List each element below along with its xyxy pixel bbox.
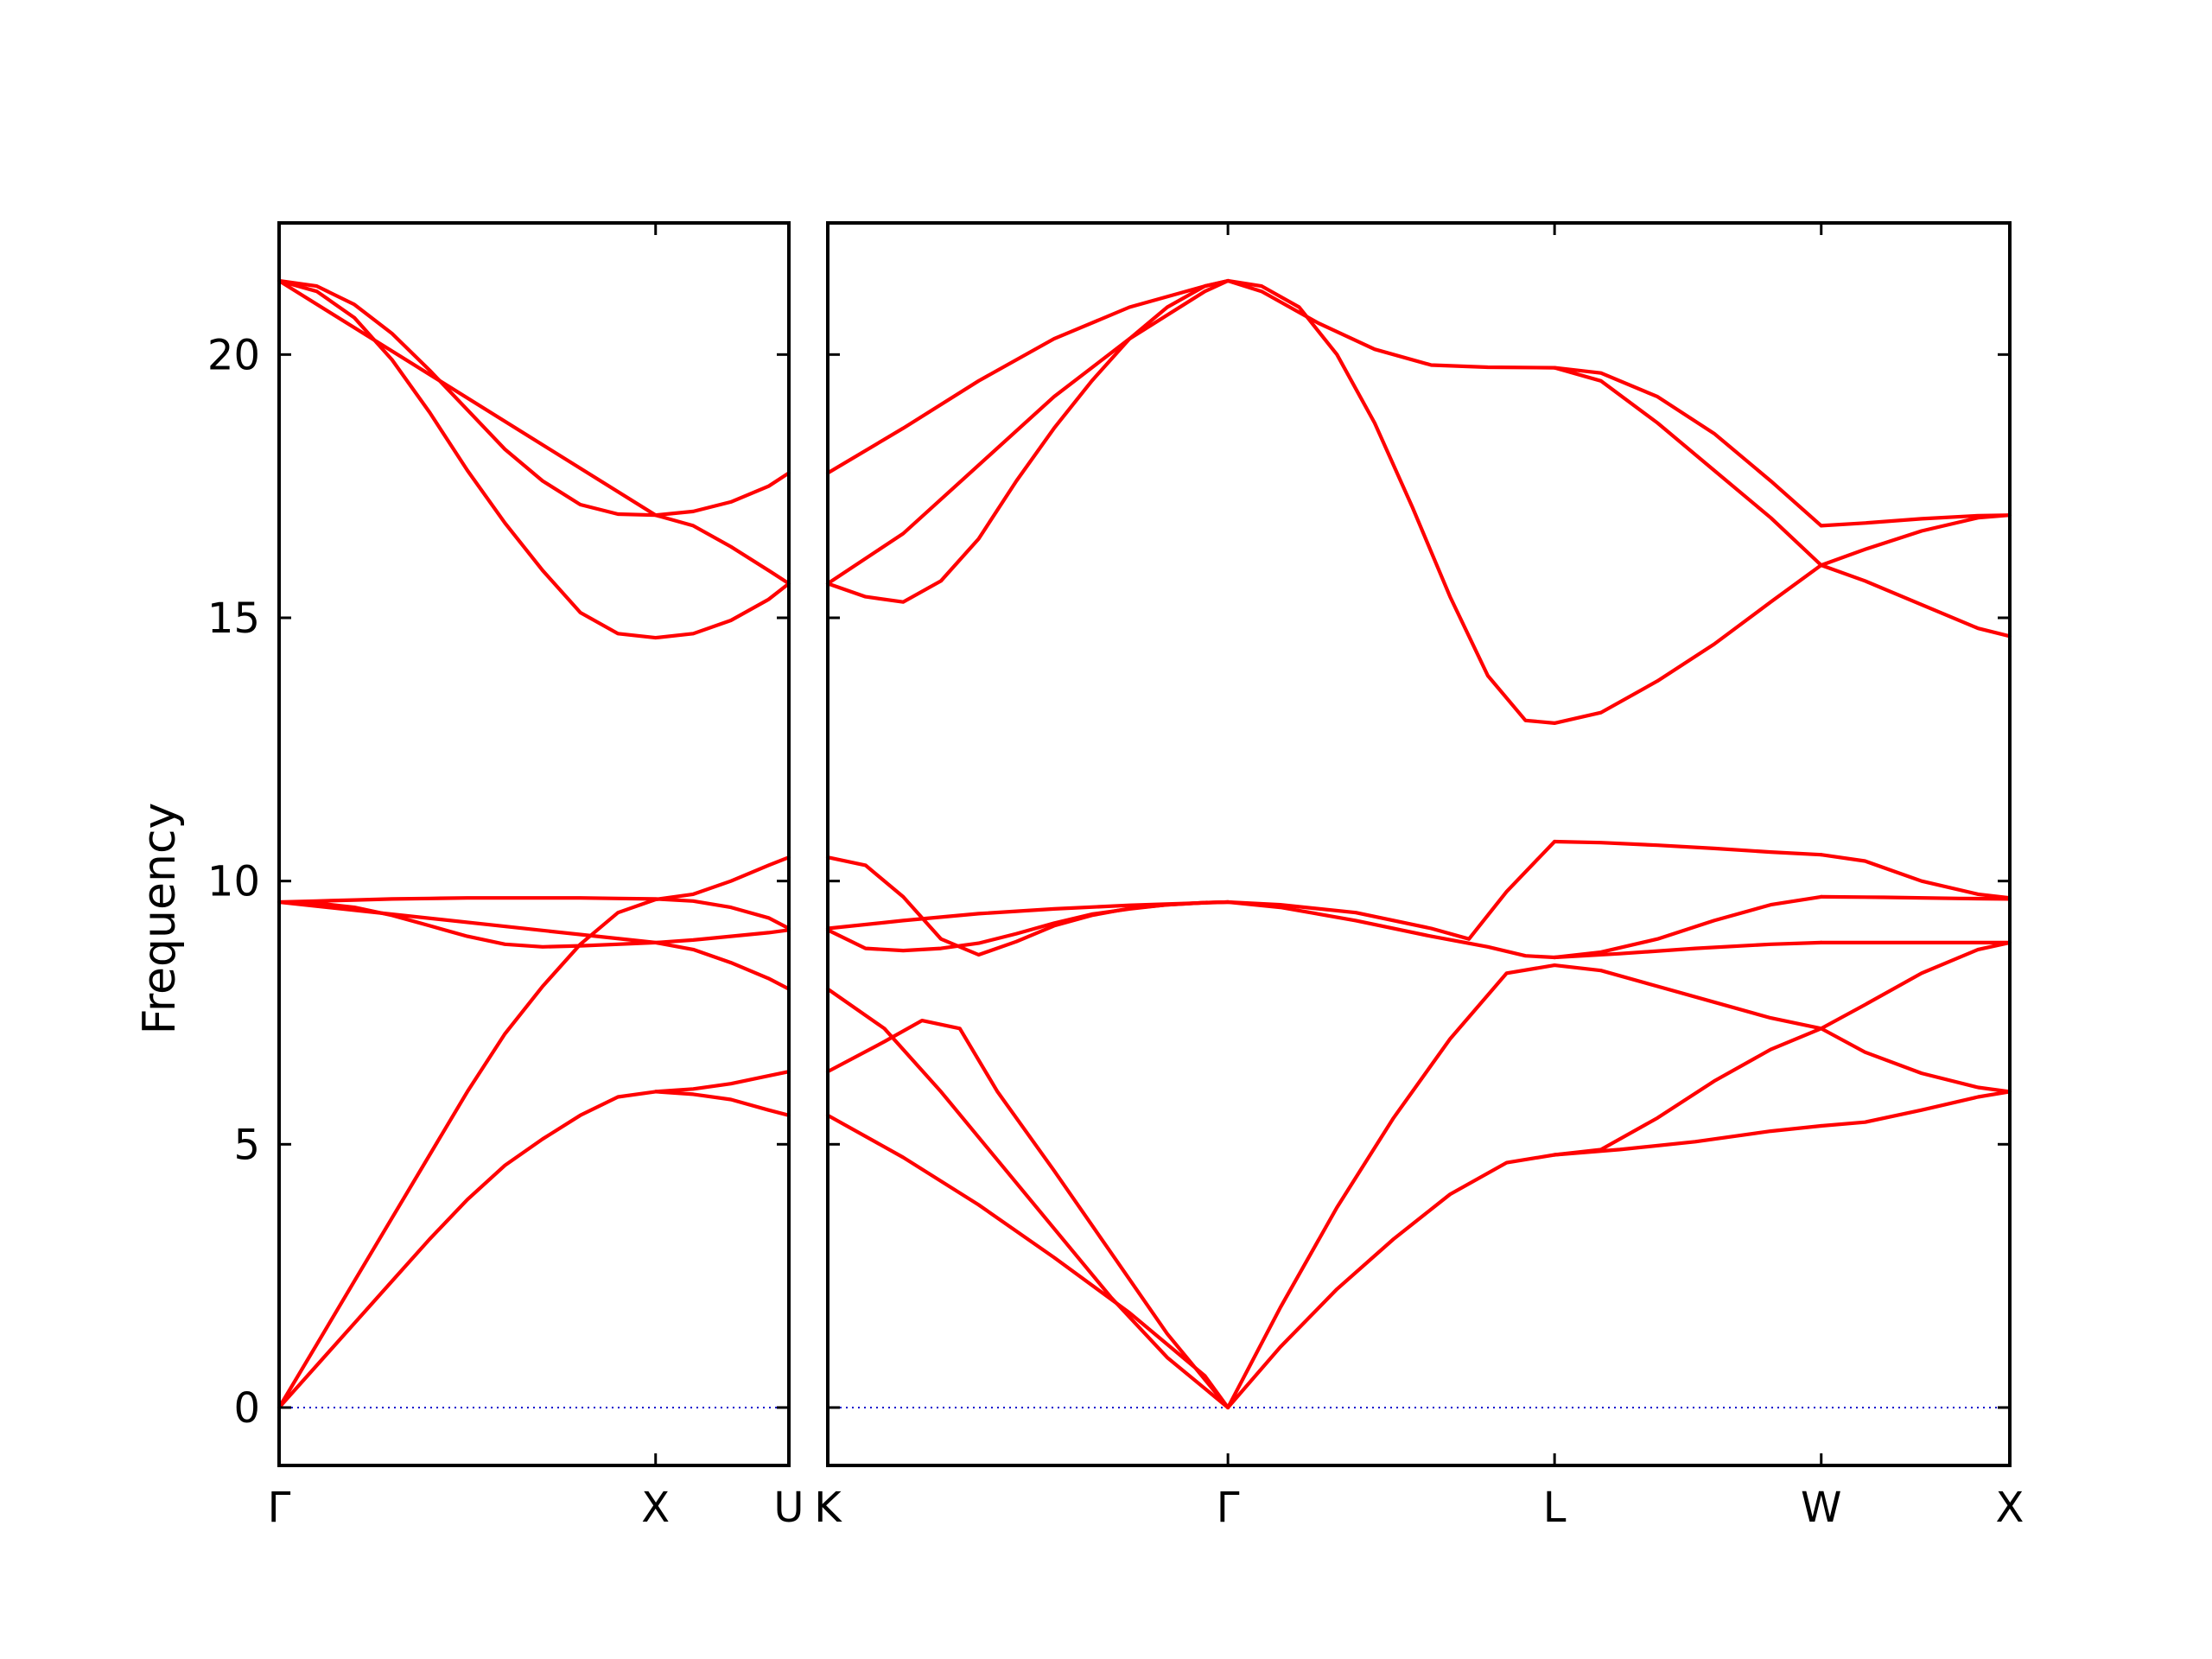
band-line-1-14 (1226, 278, 1557, 725)
band-line-1-8 (825, 278, 1230, 475)
x-tick-label: X (641, 1484, 670, 1532)
band-line-1-1 (825, 987, 1230, 1410)
band-line-0-4 (276, 899, 791, 991)
panel-left: 0 5 10 15 20 Γ X U (207, 221, 804, 1532)
y-tick-label: 15 (207, 594, 260, 643)
x-tick-label: K (814, 1484, 842, 1532)
band-line-1-26 (1819, 563, 2012, 639)
band-line-1-16 (1553, 365, 1823, 528)
y-tick-label: 0 (233, 1384, 260, 1433)
band-line-1-18 (1553, 839, 1823, 857)
x-tick-label: W (1801, 1484, 1841, 1532)
axes-frame (826, 221, 2012, 1467)
band-line-0-1 (276, 855, 791, 1410)
band-line-1-32 (1819, 1090, 2012, 1128)
x-tick-label: Γ (268, 1484, 291, 1532)
band-line-1-22 (1553, 1027, 1823, 1157)
y-tick-label: 10 (207, 858, 260, 906)
band-line-1-4 (825, 855, 1230, 957)
band-line-1-21 (1553, 963, 1823, 1031)
band-line-1-9 (1226, 963, 1557, 1410)
band-line-0-3 (276, 896, 791, 931)
band-line-0-8 (276, 278, 791, 586)
axes-frame (277, 221, 791, 1467)
band-line-1-25 (1819, 513, 2012, 568)
band-line-1-0 (825, 1113, 1230, 1410)
y-tick-label: 5 (233, 1121, 260, 1169)
band-line-1-11 (1226, 899, 1557, 960)
band-line-1-2 (825, 1019, 1230, 1410)
y-tick-label: 20 (207, 331, 260, 379)
band-line-1-7 (825, 278, 1230, 586)
band-line-1-30 (1819, 940, 2012, 1031)
band-line-0-7 (276, 278, 791, 518)
band-line-1-23 (1553, 1123, 1823, 1157)
band-line-1-13 (1226, 278, 1557, 370)
band-line-1-28 (1819, 894, 2012, 901)
x-tick-label: X (1996, 1484, 2024, 1532)
band-line-1-5 (825, 899, 1230, 931)
y-axis-label: Frequency (134, 803, 186, 1035)
band-line-1-10 (1226, 1153, 1557, 1410)
x-tick-label: L (1543, 1484, 1567, 1532)
x-tick-label: U (773, 1484, 804, 1532)
band-line-0-6 (276, 278, 791, 640)
band-line-1-31 (1819, 1027, 2012, 1094)
band-line-1-12 (1226, 839, 1557, 941)
band-line-1-6 (825, 278, 1230, 604)
band-line-0-0 (276, 1070, 791, 1410)
x-tick-label: Γ (1217, 1484, 1240, 1532)
band-line-1-19 (1553, 894, 1823, 960)
band-line-1-17 (1553, 563, 1823, 725)
band-line-1-15 (1553, 365, 1823, 568)
band-line-1-27 (1819, 853, 2012, 900)
band-line-1-20 (1553, 940, 1823, 960)
band-line-0-5 (653, 1090, 791, 1117)
